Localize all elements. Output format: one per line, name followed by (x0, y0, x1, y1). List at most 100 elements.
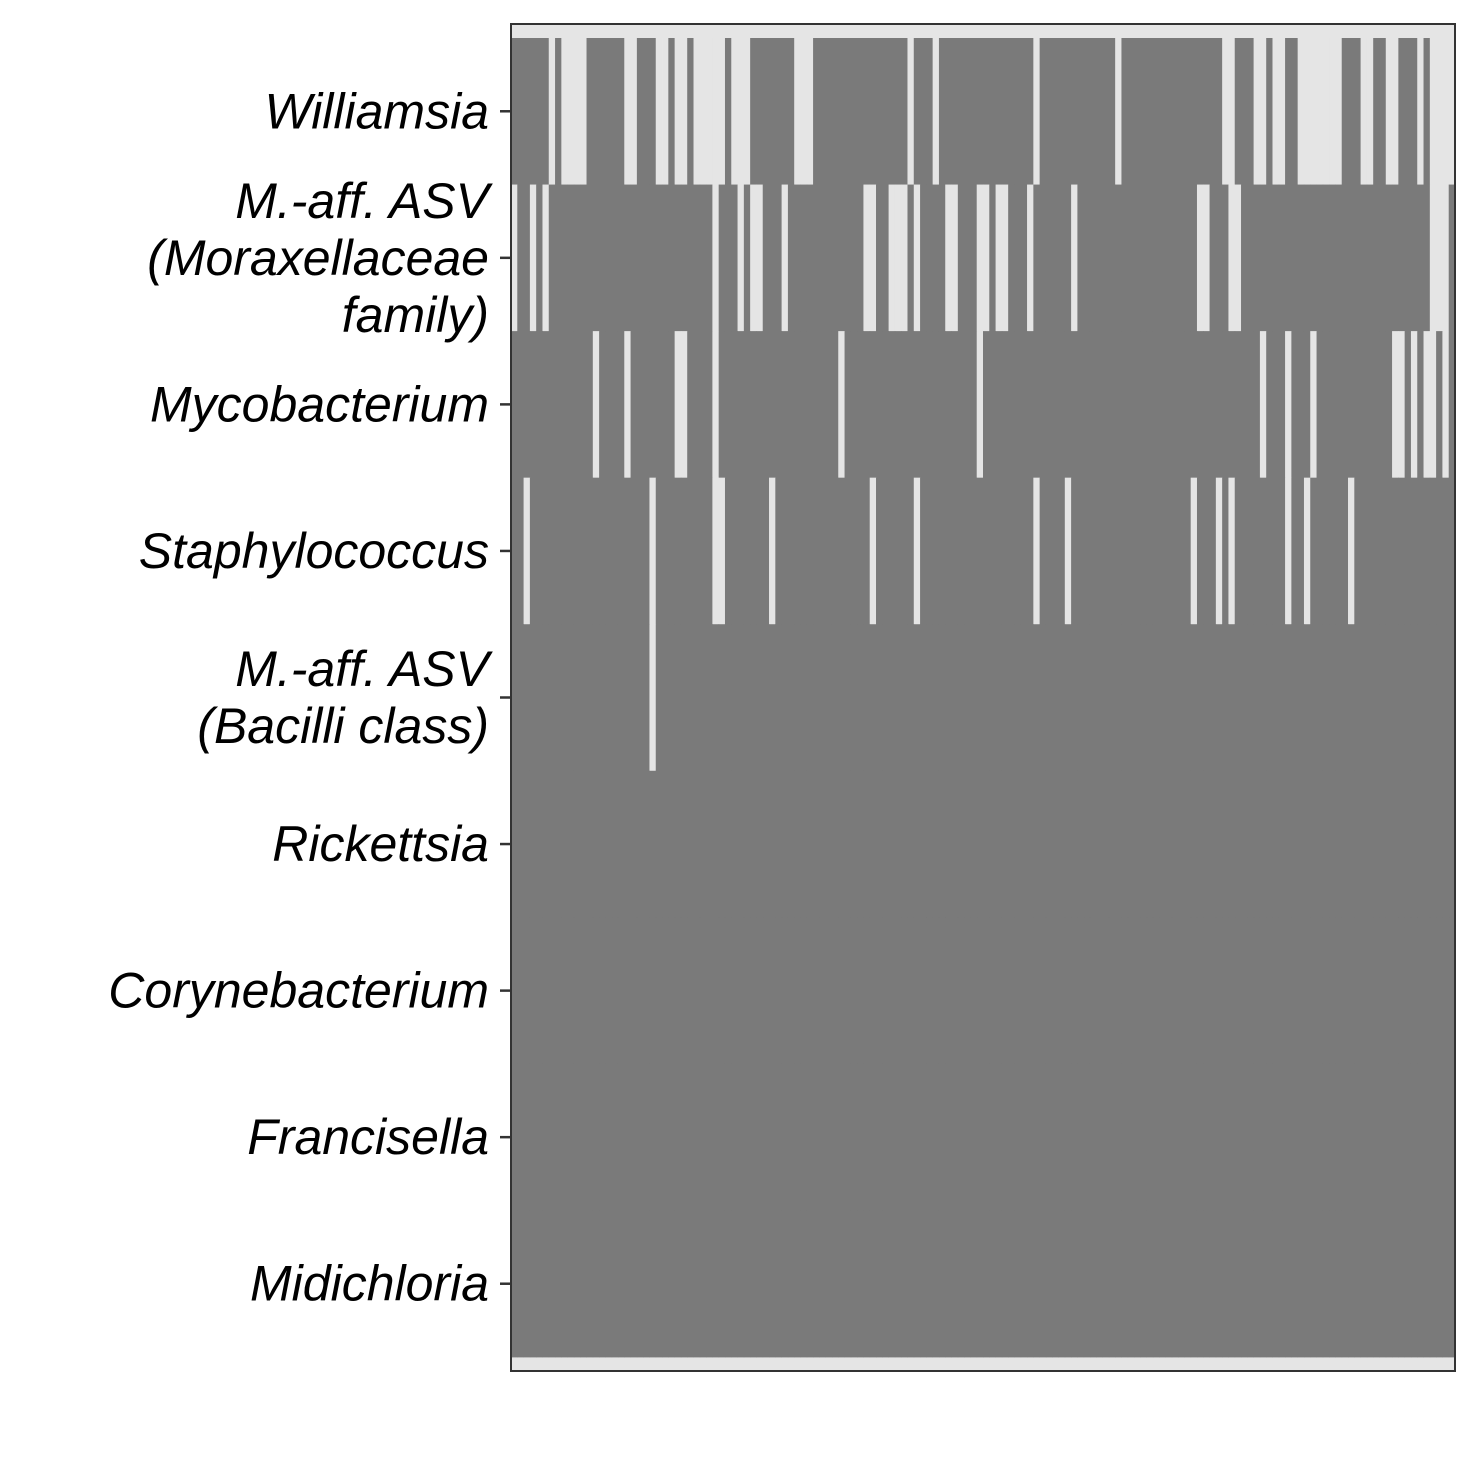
heatmap-cell (800, 1063, 808, 1211)
heatmap-cell (1121, 184, 1129, 332)
heatmap-cell (1190, 38, 1198, 185)
heatmap-cell (1392, 1210, 1399, 1358)
heatmap-cell (605, 38, 613, 185)
heatmap-cell (957, 1210, 965, 1358)
heatmap-cell (907, 624, 915, 772)
heatmap-cell (1209, 1063, 1217, 1211)
heatmap-cell (561, 1063, 569, 1211)
heatmap-cell (983, 184, 990, 332)
heatmap-cell (1360, 624, 1368, 772)
heatmap-cell (894, 184, 902, 332)
heatmap-cell (894, 38, 902, 185)
heatmap-cell (1152, 184, 1160, 332)
heatmap-cell (888, 624, 896, 772)
heatmap-cell (813, 917, 820, 1065)
heatmap-cell (680, 184, 688, 332)
heatmap-cell (674, 917, 682, 1065)
heatmap-cell (1234, 184, 1242, 332)
heatmap-cell (1121, 331, 1129, 479)
heatmap-cell (995, 770, 1003, 918)
heatmap-cell (1134, 770, 1141, 918)
heatmap-cell (573, 477, 581, 625)
heatmap-cell (1366, 477, 1374, 625)
heatmap-cell (1146, 624, 1154, 772)
heatmap-cell (775, 331, 783, 479)
heatmap-cell (643, 1063, 650, 1211)
heatmap-cell (724, 38, 732, 185)
heatmap-cell (1297, 1063, 1305, 1211)
heatmap-cell (1404, 1210, 1412, 1358)
y-tick-label-line: M.-aff. ASV (235, 641, 493, 697)
heatmap-cell (743, 1210, 751, 1358)
heatmap-cell (957, 184, 965, 332)
heatmap-cell (970, 1210, 978, 1358)
heatmap-cell (1121, 770, 1129, 918)
heatmap-cell (567, 624, 575, 772)
heatmap-cell (1033, 624, 1041, 772)
heatmap-cell (876, 770, 883, 918)
heatmap-cell (712, 477, 720, 625)
heatmap-cell (869, 1210, 877, 1358)
heatmap-cell (1417, 770, 1424, 918)
heatmap-cell (1134, 1210, 1141, 1358)
heatmap-cell (1228, 770, 1236, 918)
heatmap-cell (1215, 331, 1223, 479)
heatmap-cell (1089, 770, 1097, 918)
heatmap-cell (624, 331, 631, 479)
heatmap-cell (1039, 1210, 1047, 1358)
heatmap-cell (869, 477, 877, 625)
heatmap-cell (945, 1210, 952, 1358)
heatmap-cell (1058, 917, 1066, 1065)
heatmap-cell (863, 917, 871, 1065)
heatmap-cell (655, 184, 663, 332)
heatmap-cell (964, 1210, 971, 1358)
heatmap-cell (1108, 770, 1116, 918)
heatmap-cell (517, 917, 524, 1065)
heatmap-cell (1354, 38, 1361, 185)
heatmap-cell (781, 331, 789, 479)
heatmap-cell (668, 38, 676, 185)
heatmap-cell (1348, 1210, 1355, 1358)
heatmap-cell (775, 477, 783, 625)
heatmap-cell (894, 1210, 902, 1358)
heatmap-cell (1398, 1210, 1406, 1358)
heatmap-cell (1348, 770, 1355, 918)
heatmap-cell (1115, 770, 1122, 918)
heatmap-cell (888, 477, 896, 625)
heatmap-cell (1429, 477, 1437, 625)
heatmap-cell (1165, 917, 1173, 1065)
heatmap-cell (1171, 331, 1179, 479)
heatmap-cell (580, 184, 587, 332)
heatmap-cell (1077, 917, 1085, 1065)
y-tick-label: Staphylococcus (139, 523, 489, 579)
heatmap-cell (536, 917, 543, 1065)
heatmap-cell (1014, 917, 1022, 1065)
heatmap-cell (630, 184, 638, 332)
heatmap-cell (1429, 770, 1437, 918)
heatmap-cell (1423, 1063, 1431, 1211)
heatmap-cell (687, 917, 694, 1065)
heatmap-cell (913, 624, 921, 772)
heatmap-cell (1096, 1063, 1103, 1211)
heatmap-cell (561, 38, 569, 185)
heatmap-cell (951, 624, 959, 772)
heatmap-cell (1392, 624, 1399, 772)
plot-frame (510, 23, 1456, 1372)
heatmap-cell (542, 1210, 550, 1358)
heatmap-cell (794, 770, 801, 918)
heatmap-cell (926, 477, 934, 625)
heatmap-cell (1058, 477, 1066, 625)
heatmap-cell (1020, 477, 1028, 625)
heatmap-cell (1373, 38, 1380, 185)
heatmap-cell (1266, 770, 1273, 918)
heatmap-cell (1083, 1210, 1091, 1358)
heatmap-cell (1335, 624, 1343, 772)
heatmap-cell (655, 1210, 663, 1358)
heatmap-cell (756, 184, 764, 332)
heatmap-cell (800, 477, 808, 625)
heatmap-cell (706, 770, 713, 918)
heatmap-cell (932, 331, 940, 479)
heatmap-cell (1373, 331, 1380, 479)
y-tick-label: Williamsia (264, 83, 489, 139)
heatmap-cell (1303, 331, 1311, 479)
